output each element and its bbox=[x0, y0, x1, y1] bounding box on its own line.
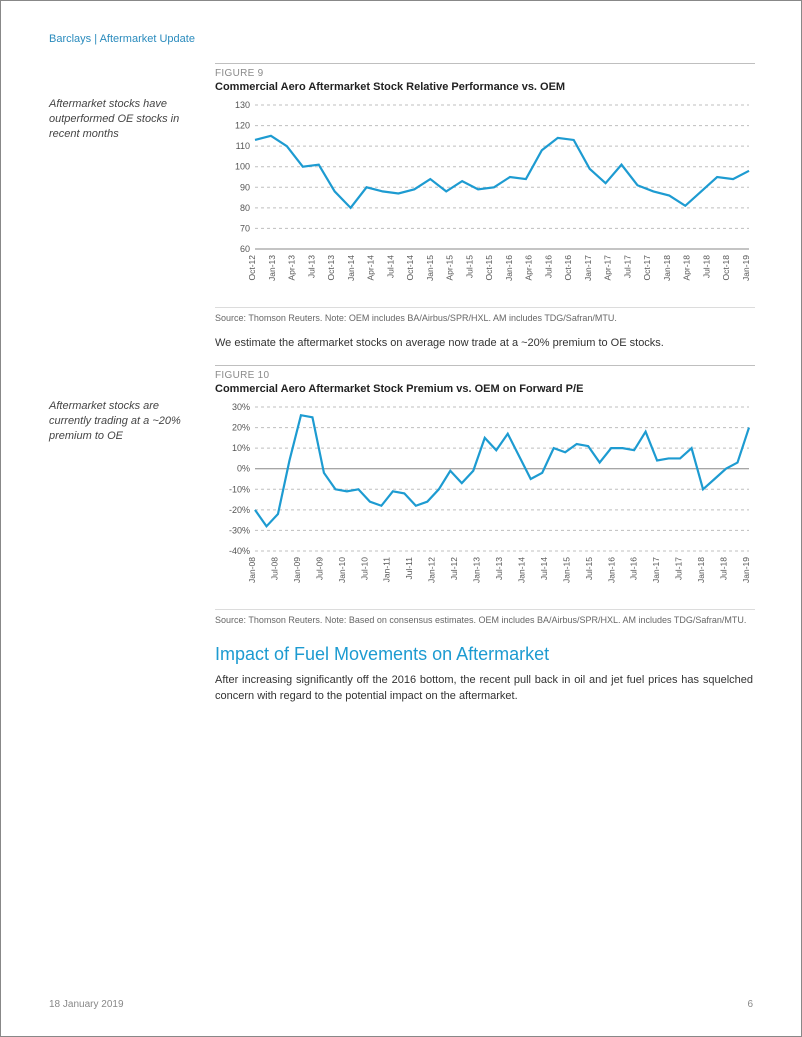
svg-text:Jul-15: Jul-15 bbox=[464, 255, 474, 278]
svg-text:Oct-18: Oct-18 bbox=[721, 255, 731, 281]
header-sep: | bbox=[91, 33, 99, 45]
footer-page: 6 bbox=[747, 999, 753, 1010]
svg-text:Oct-16: Oct-16 bbox=[563, 255, 573, 281]
svg-text:Jul-09: Jul-09 bbox=[314, 557, 324, 580]
svg-text:Jul-08: Jul-08 bbox=[269, 557, 279, 580]
footer-date: 18 January 2019 bbox=[49, 999, 124, 1010]
svg-text:Jul-12: Jul-12 bbox=[449, 557, 459, 580]
svg-text:Jul-14: Jul-14 bbox=[539, 557, 549, 580]
section-heading: Impact of Fuel Movements on Aftermarket bbox=[215, 644, 753, 665]
svg-text:Apr-16: Apr-16 bbox=[524, 255, 534, 281]
svg-text:Jan-09: Jan-09 bbox=[292, 557, 302, 583]
svg-text:Jan-18: Jan-18 bbox=[662, 255, 672, 281]
figure10-source: Source: Thomson Reuters. Note: Based on … bbox=[215, 609, 755, 626]
figure10-label: FIGURE 10 bbox=[215, 370, 755, 381]
svg-text:Jul-13: Jul-13 bbox=[306, 255, 316, 278]
svg-text:80: 80 bbox=[240, 203, 250, 213]
svg-text:Jul-18: Jul-18 bbox=[701, 255, 711, 278]
sidebar-note-2-wrap: Aftermarket stocks are currently trading… bbox=[49, 365, 197, 626]
sidebar-note-1: Aftermarket stocks have outperformed OE … bbox=[49, 97, 197, 142]
svg-text:-40%: -40% bbox=[229, 546, 250, 556]
header-brand: Barclays bbox=[49, 33, 91, 45]
svg-text:Jan-16: Jan-16 bbox=[504, 255, 514, 281]
svg-text:90: 90 bbox=[240, 182, 250, 192]
svg-text:Jul-16: Jul-16 bbox=[629, 557, 639, 580]
svg-text:70: 70 bbox=[240, 223, 250, 233]
svg-text:Jul-14: Jul-14 bbox=[385, 255, 395, 278]
svg-text:Jan-17: Jan-17 bbox=[583, 255, 593, 281]
svg-text:-10%: -10% bbox=[229, 484, 250, 494]
svg-text:Jul-10: Jul-10 bbox=[359, 557, 369, 580]
section-para: After increasing significantly off the 2… bbox=[215, 673, 753, 705]
figure9-title: Commercial Aero Aftermarket Stock Relati… bbox=[215, 81, 755, 93]
figure9-block: FIGURE 9 Commercial Aero Aftermarket Sto… bbox=[215, 63, 755, 324]
svg-text:Jan-16: Jan-16 bbox=[606, 557, 616, 583]
header-title: Aftermarket Update bbox=[100, 33, 195, 45]
svg-text:Jul-13: Jul-13 bbox=[494, 557, 504, 580]
svg-text:Jan-19: Jan-19 bbox=[741, 255, 751, 281]
svg-text:110: 110 bbox=[236, 141, 250, 151]
svg-text:100: 100 bbox=[235, 162, 250, 172]
figure9-source: Source: Thomson Reuters. Note: OEM inclu… bbox=[215, 307, 755, 324]
svg-text:Oct-15: Oct-15 bbox=[484, 255, 494, 281]
figure9-row: Aftermarket stocks have outperformed OE … bbox=[49, 63, 753, 324]
svg-text:60: 60 bbox=[240, 244, 250, 254]
figure9-chart: 60 70 80 90 100 110 120 130 Oct-12 Jan-13 Apr-13 Ju… bbox=[215, 99, 755, 299]
svg-text:Jul-17: Jul-17 bbox=[674, 557, 684, 580]
svg-text:Oct-14: Oct-14 bbox=[405, 255, 415, 281]
svg-text:Jan-19: Jan-19 bbox=[741, 557, 751, 583]
svg-text:Oct-13: Oct-13 bbox=[326, 255, 336, 281]
svg-text:Jul-16: Jul-16 bbox=[543, 255, 553, 278]
page-header: Barclays | Aftermarket Update bbox=[49, 33, 753, 45]
svg-text:10%: 10% bbox=[232, 443, 250, 453]
sidebar-note-2: Aftermarket stocks are currently trading… bbox=[49, 399, 197, 444]
svg-text:Oct-12: Oct-12 bbox=[247, 255, 257, 281]
svg-text:Jan-13: Jan-13 bbox=[472, 557, 482, 583]
svg-text:Jan-08: Jan-08 bbox=[247, 557, 257, 583]
svg-text:30%: 30% bbox=[232, 402, 250, 412]
svg-text:Apr-18: Apr-18 bbox=[682, 255, 692, 281]
svg-text:Jan-14: Jan-14 bbox=[346, 255, 356, 281]
svg-text:Oct-17: Oct-17 bbox=[642, 255, 652, 281]
svg-text:Jan-17: Jan-17 bbox=[651, 557, 661, 583]
figure10-chart: -40% -30% -20% -10% 0% 10% 20% 30% Jan-08 Jul-08 J… bbox=[215, 401, 755, 601]
svg-text:Apr-14: Apr-14 bbox=[366, 255, 376, 281]
svg-text:Jan-14: Jan-14 bbox=[516, 557, 526, 583]
svg-text:-20%: -20% bbox=[229, 505, 250, 515]
svg-text:Jul-15: Jul-15 bbox=[584, 557, 594, 580]
page-footer: 18 January 2019 6 bbox=[49, 999, 753, 1010]
svg-text:Jan-10: Jan-10 bbox=[337, 557, 347, 583]
svg-text:Apr-13: Apr-13 bbox=[287, 255, 297, 281]
svg-text:Jul-18: Jul-18 bbox=[719, 557, 729, 580]
figure10-block: FIGURE 10 Commercial Aero Aftermarket St… bbox=[215, 365, 755, 626]
svg-text:Jan-15: Jan-15 bbox=[425, 255, 435, 281]
figure9-label: FIGURE 9 bbox=[215, 68, 755, 79]
svg-text:Jan-13: Jan-13 bbox=[267, 255, 277, 281]
mid-body-text: We estimate the aftermarket stocks on av… bbox=[215, 336, 753, 351]
svg-text:20%: 20% bbox=[232, 423, 250, 433]
figure10-row: Aftermarket stocks are currently trading… bbox=[49, 365, 753, 626]
svg-text:Apr-15: Apr-15 bbox=[445, 255, 455, 281]
figure10-title: Commercial Aero Aftermarket Stock Premiu… bbox=[215, 383, 755, 395]
svg-text:Jul-11: Jul-11 bbox=[404, 557, 414, 580]
svg-text:120: 120 bbox=[235, 121, 250, 131]
svg-text:Jul-17: Jul-17 bbox=[622, 255, 632, 278]
svg-text:Jan-12: Jan-12 bbox=[427, 557, 437, 583]
svg-text:Jan-15: Jan-15 bbox=[561, 557, 571, 583]
svg-text:0%: 0% bbox=[237, 464, 250, 474]
sidebar-note-1-wrap: Aftermarket stocks have outperformed OE … bbox=[49, 63, 197, 324]
svg-text:130: 130 bbox=[235, 100, 250, 110]
svg-text:Jan-18: Jan-18 bbox=[696, 557, 706, 583]
svg-text:-30%: -30% bbox=[229, 525, 250, 535]
svg-text:Jan-11: Jan-11 bbox=[382, 557, 392, 583]
svg-text:Apr-17: Apr-17 bbox=[603, 255, 613, 281]
